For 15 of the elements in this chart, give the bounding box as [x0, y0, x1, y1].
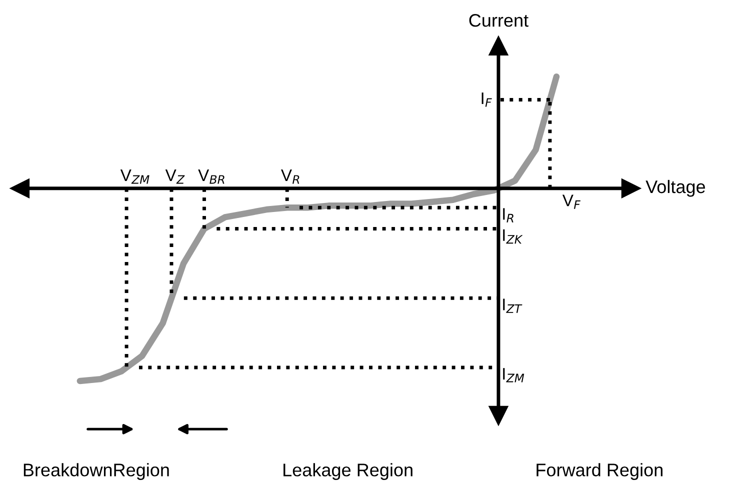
annotation: V$_{ZM}$ [120, 170, 150, 184]
annotation: V$_{R}$ [280, 170, 300, 184]
annotation: V$_{BR}$ [198, 170, 224, 184]
y-axis-title: Current [469, 14, 528, 27]
ref-line-label: I$_{ZT}$ [503, 298, 522, 313]
ref-line-label: I$_{F}$ [482, 92, 492, 107]
text: Forward Region [536, 463, 662, 480]
annotation: V$_{F}$ [562, 194, 580, 209]
ref-line-label: I$_{ZM}$ [503, 368, 524, 382]
ref-line-label: I$_{ZK}$ [503, 229, 523, 244]
text: BreakdownRegion [24, 463, 169, 480]
annotation: V$_{Z}$ [165, 170, 185, 184]
ref-line-label: I$_{R}$ [503, 208, 514, 222]
x-axis-title: Voltage [646, 180, 706, 197]
text: Leakage Region [284, 463, 412, 480]
